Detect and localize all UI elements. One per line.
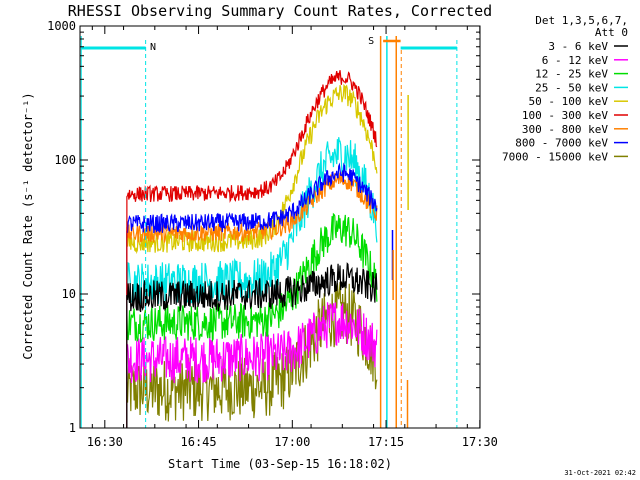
y-tick-label: 1000 <box>47 19 76 33</box>
legend-label: 300 - 800 keV <box>522 123 608 136</box>
y-tick-label: 10 <box>62 287 76 301</box>
timestamp: 31-Oct-2021 02:42 <box>564 469 636 477</box>
x-tick-label: 16:30 <box>87 435 123 449</box>
legend-label: 100 - 300 keV <box>522 109 608 122</box>
legend-label: 800 - 7000 keV <box>515 137 608 150</box>
y-tick-label: 100 <box>54 153 76 167</box>
series-line-5 <box>126 70 378 428</box>
legend-header: Det 1,3,5,6,7, <box>535 14 628 27</box>
legend-header: Att 0 <box>595 26 628 39</box>
series-line-7 <box>126 162 378 428</box>
x-tick-label: 16:45 <box>181 435 217 449</box>
x-tick-label: 17:30 <box>462 435 498 449</box>
legend-label: 7000 - 15000 keV <box>502 150 608 163</box>
series-line-0 <box>126 262 378 428</box>
legend-label: 50 - 100 keV <box>529 95 609 108</box>
y-axis-label-text: Corrected Count Rate (s⁻¹ detector⁻¹) <box>21 92 35 359</box>
x-tick-label: 17:15 <box>368 435 404 449</box>
x-tick-label: 17:00 <box>274 435 310 449</box>
night-marker-label: N <box>150 42 156 53</box>
series-line-4 <box>126 83 378 428</box>
series-line-1 <box>126 302 378 428</box>
legend-label: 25 - 50 keV <box>535 81 608 94</box>
plot-area: NS <box>80 36 458 428</box>
chart-title: RHESSI Observing Summary Count Rates, Co… <box>68 2 492 20</box>
axes: 1 10 100 1000 16:30 16:45 17:00 17:15 17:30 <box>47 19 498 449</box>
legend-label: 12 - 25 keV <box>535 68 608 81</box>
saa-marker-label: S <box>368 36 374 47</box>
y-axis-label: Corrected Count Rate (s⁻¹ detector⁻¹) <box>21 92 35 359</box>
x-axis-label: Start Time (03-Sep-15 16:18:02) <box>168 457 392 471</box>
series-line-2 <box>126 212 378 428</box>
y-tick-label: 1 <box>69 421 76 435</box>
legend-label: 3 - 6 keV <box>548 40 608 53</box>
legend-label: 6 - 12 keV <box>542 54 609 67</box>
series-line-3 <box>126 137 378 428</box>
